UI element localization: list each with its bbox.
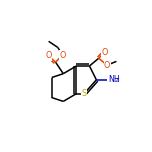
Text: O: O: [45, 52, 52, 60]
Text: 2: 2: [114, 78, 118, 83]
Text: O: O: [104, 61, 110, 70]
Text: O: O: [59, 51, 66, 60]
Text: O: O: [102, 48, 108, 57]
Text: S: S: [81, 89, 87, 98]
Text: NH: NH: [109, 75, 120, 84]
